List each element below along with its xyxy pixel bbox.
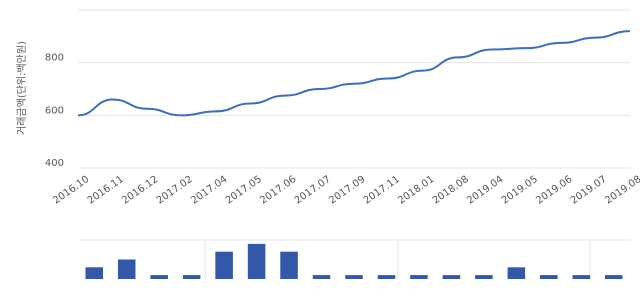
x-tick-label: 2017.11 xyxy=(362,174,402,207)
x-tick-label: 2019.06 xyxy=(534,174,574,207)
volume-bar xyxy=(345,275,363,279)
x-tick-label: 2016.12 xyxy=(120,174,160,207)
volume-bar xyxy=(475,275,493,279)
volume-bar xyxy=(377,275,396,279)
volume-bar xyxy=(280,251,298,279)
volume-bar xyxy=(442,275,461,279)
x-tick-label: 2017.04 xyxy=(189,174,229,207)
y-tick-label: 800 xyxy=(45,53,64,64)
volume-bar xyxy=(117,259,136,279)
x-tick-label: 2018.08 xyxy=(431,174,471,207)
volume-bar xyxy=(604,275,623,279)
x-tick-label: 2016.10 xyxy=(51,174,91,207)
volume-bar xyxy=(540,275,558,279)
x-tick-label: 2017.02 xyxy=(155,174,195,207)
volume-bar xyxy=(215,251,233,279)
volume-bar xyxy=(247,243,266,279)
y-tick-label: 600 xyxy=(45,105,64,116)
volume-bar xyxy=(85,267,104,279)
x-tick-label: 2019.08 xyxy=(603,174,640,207)
x-tick-label: 2017.07 xyxy=(293,174,333,207)
x-tick-label: 2017.09 xyxy=(327,174,367,207)
line xyxy=(77,30,631,117)
y-tick-label: 400 xyxy=(45,158,64,169)
y-axis-label: 거래금액(단위:백만원) xyxy=(15,41,28,135)
x-tick-label: 2019.05 xyxy=(500,174,540,207)
x-tick-label: 2018.01 xyxy=(396,174,436,207)
x-tick-label: 2017.05 xyxy=(224,174,264,207)
x-tick-label: 2019.07 xyxy=(569,174,609,207)
volume-bar xyxy=(182,275,201,279)
volume-bar xyxy=(572,275,591,279)
volume-bar xyxy=(410,275,428,279)
x-tick-label: 2017.06 xyxy=(258,174,298,207)
volume-bar xyxy=(150,275,168,279)
volume-bar xyxy=(507,267,526,279)
x-tick-label: 2019.04 xyxy=(465,174,505,207)
x-tick-label: 2016.11 xyxy=(86,174,126,207)
volume-bar xyxy=(312,275,331,279)
